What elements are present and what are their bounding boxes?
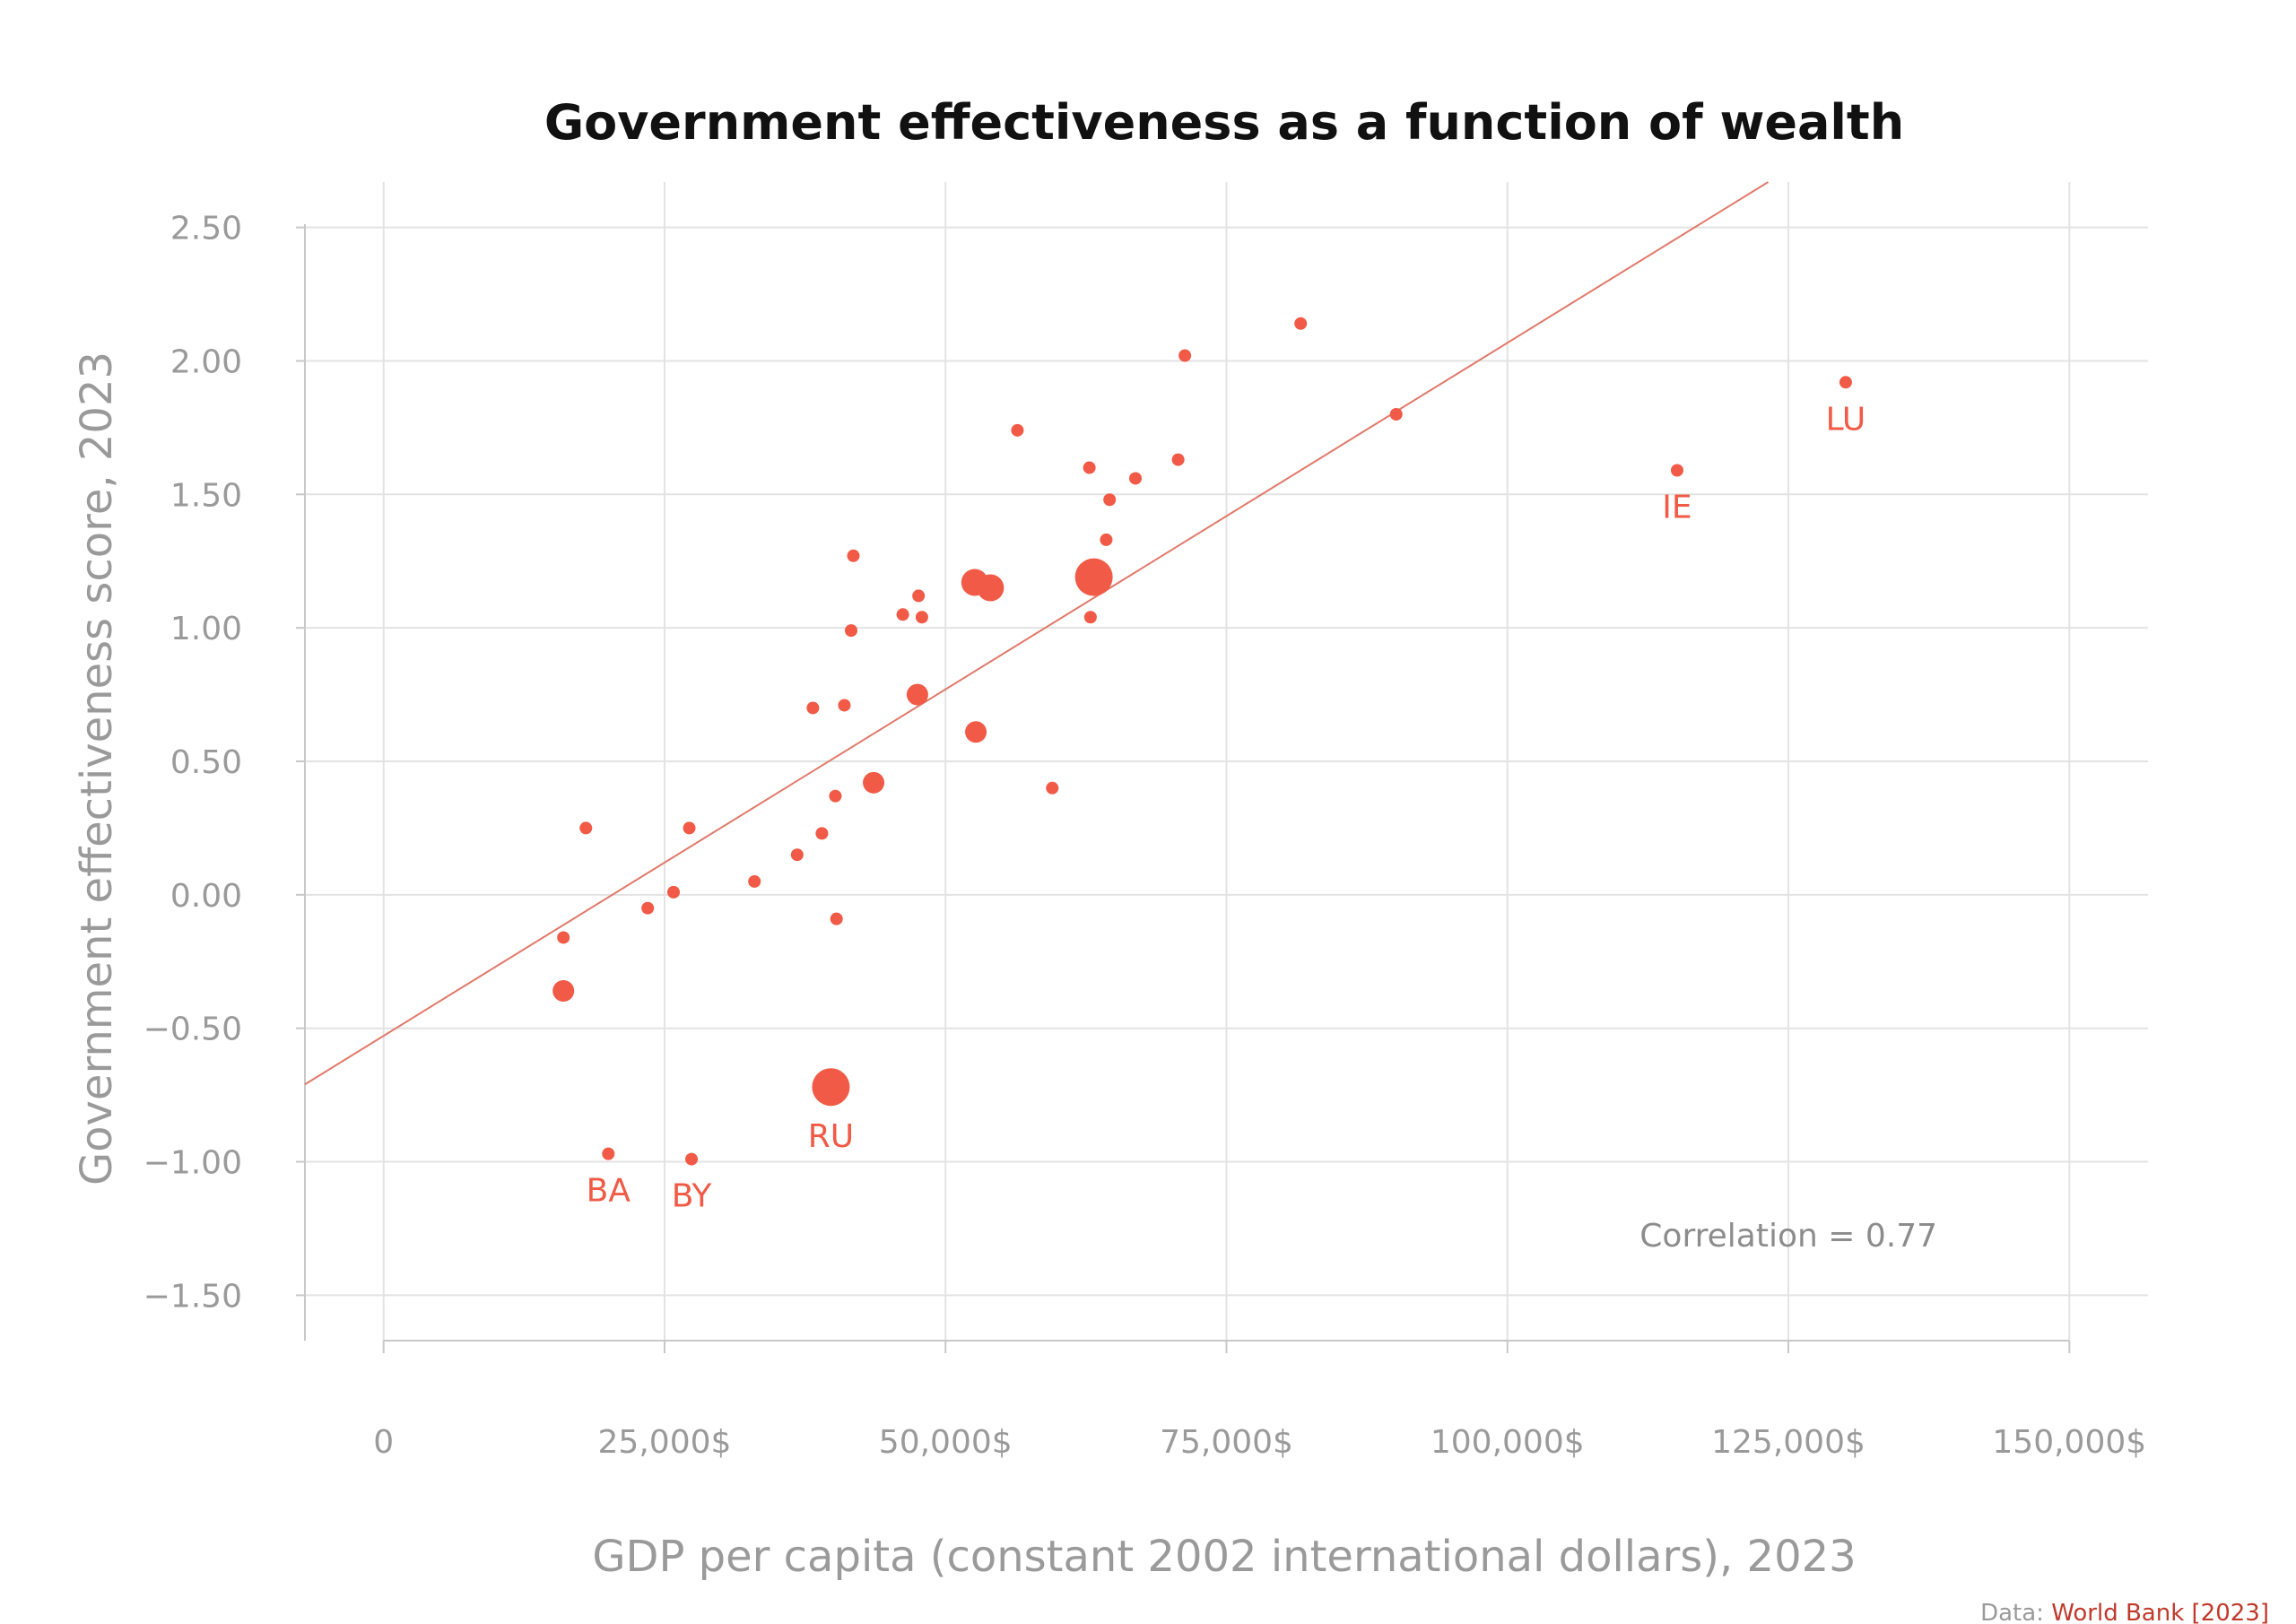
data-point [557,931,570,944]
y-axis-label: Government effectiveness score, 2023 [72,352,122,1185]
data-point [1389,407,1403,421]
data-point [1294,317,1308,330]
point-labels: BA BY RU IE LU [587,401,1866,1214]
data-point [977,574,1004,602]
data-points [552,317,1852,1166]
source-name: World Bank [2023] [2051,1600,2269,1624]
x-tick-label: 150,000$ [1992,1424,2146,1461]
data-point [552,980,575,1003]
data-point [965,721,987,743]
data-point [863,771,885,794]
x-axis-label: GDP per capita (constant 2002 internatio… [592,1532,1856,1582]
data-point [1083,461,1096,474]
axes [296,224,2071,1353]
data-point [1100,533,1113,546]
trendline [304,181,1769,1086]
data-point [806,701,820,715]
data-point [829,789,842,803]
data-point [815,827,829,840]
x-tick-label: 50,000$ [879,1424,1013,1461]
y-tick-label: −0.50 [144,1012,242,1048]
x-tick-label: 0 [373,1424,394,1461]
data-point [1670,464,1683,477]
point-label-by: BY [672,1178,713,1215]
y-tick-label: 1.50 [170,477,242,514]
data-point [838,699,851,712]
data-point [1103,493,1117,507]
y-tick-label: 2.50 [170,211,242,248]
data-point [685,1152,699,1166]
data-point [1046,781,1059,795]
data-point [1011,423,1024,437]
data-point [748,874,761,888]
data-point [683,821,696,835]
gridlines [305,182,2148,1341]
data-point [602,1147,615,1160]
chart-title: Government effectiveness as a function o… [544,94,1904,151]
y-tick-label: −1.00 [144,1145,242,1182]
point-label-ru: RU [808,1118,854,1155]
point-label-lu: LU [1826,401,1866,438]
x-tick-label: 100,000$ [1431,1424,1585,1461]
trendline-group [304,181,1769,1086]
y-tick-label: 1.00 [170,611,242,647]
y-tick-label: −1.50 [144,1278,242,1315]
x-tick-label: 25,000$ [598,1424,732,1461]
data-point [667,885,680,899]
y-tick-label: 0.00 [170,878,242,915]
data-point [915,611,928,624]
x-tick-labels: 0 25,000$ 50,000$ 75,000$ 100,000$ 125,000$ 15… [373,1424,2146,1461]
y-tick-label: 2.00 [170,343,242,380]
point-label-ie: IE [1662,490,1692,526]
data-point [1839,376,1852,389]
y-tick-label: 0.50 [170,744,242,781]
data-point [1083,611,1097,624]
data-point [847,549,860,562]
data-point [906,683,928,706]
source-prefix: Data: [1980,1600,2051,1624]
source-credit: Data: World Bank [2023] [1980,1600,2269,1624]
data-point [896,608,909,621]
x-tick-label: 75,000$ [1160,1424,1293,1461]
data-point [790,848,804,862]
data-point [812,1068,850,1107]
data-point [641,901,655,915]
data-point [844,624,857,638]
data-point [1074,558,1113,596]
data-point [830,912,843,925]
x-tick-label: 125,000$ [1711,1424,1866,1461]
data-point [1178,349,1192,362]
correlation-annotation: Correlation = 0.77 [1639,1218,1937,1255]
point-label-ba: BA [587,1173,631,1210]
data-point [912,589,926,603]
data-point [1171,453,1185,466]
data-point [1129,472,1143,485]
y-tick-labels: 2.50 2.00 1.50 1.00 0.50 0.00 −0.50 −1.00 −1.50 [144,211,242,1316]
data-point [579,821,593,835]
